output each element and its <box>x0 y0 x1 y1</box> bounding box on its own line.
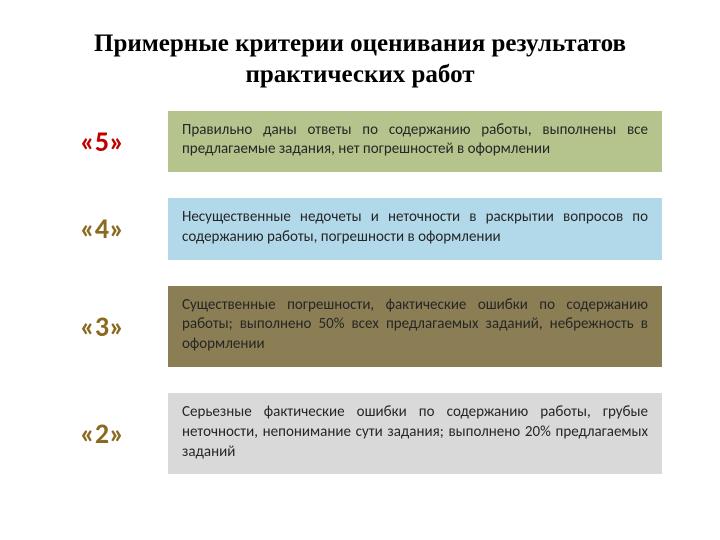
criteria-row: «2» Серьезные фактические ошибки по соде… <box>58 393 662 474</box>
grade-description-2: Серьезные фактические ошибки по содержан… <box>168 393 662 474</box>
grade-description-4: Несущественные недочеты и неточности в р… <box>168 198 662 260</box>
criteria-row: «4» Несущественные недочеты и неточности… <box>58 198 662 260</box>
grade-description-5: Правильно даны ответы по содержанию рабо… <box>168 111 662 173</box>
grade-label-2: «2» <box>58 416 146 451</box>
grade-label-5: «5» <box>58 124 146 159</box>
page-title: Примерные критерии оценивания результато… <box>58 28 662 91</box>
grade-description-3: Существенные погрешности, фактические ош… <box>168 286 662 367</box>
grade-label-4: «4» <box>58 211 146 246</box>
criteria-row: «3» Существенные погрешности, фактически… <box>58 286 662 367</box>
criteria-list: «5» Правильно даны ответы по содержанию … <box>58 111 662 475</box>
criteria-row: «5» Правильно даны ответы по содержанию … <box>58 111 662 173</box>
grade-label-3: «3» <box>58 309 146 344</box>
